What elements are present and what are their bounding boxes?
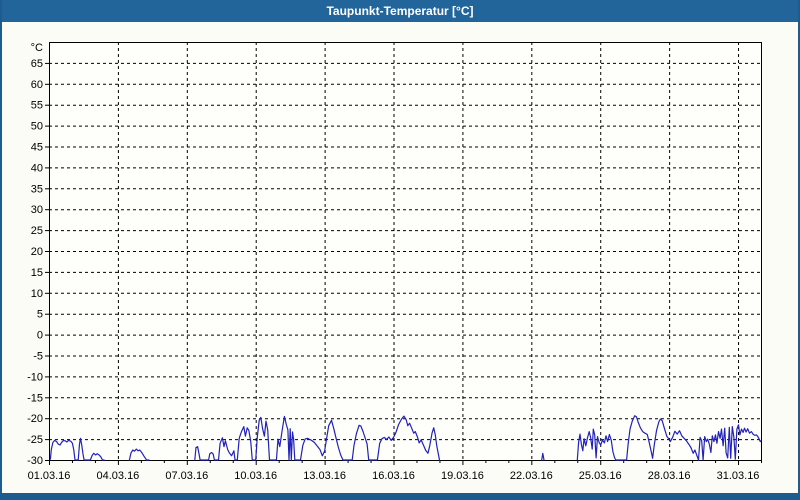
svg-text:-10: -10 xyxy=(27,371,43,383)
svg-text:35: 35 xyxy=(31,183,43,195)
svg-text:-20: -20 xyxy=(27,413,43,425)
svg-text:30: 30 xyxy=(31,204,43,216)
svg-text:40: 40 xyxy=(31,162,43,174)
svg-text:45: 45 xyxy=(31,142,43,154)
svg-text:28.03.16: 28.03.16 xyxy=(648,470,691,482)
svg-text:10: 10 xyxy=(31,288,43,300)
svg-text:16.03.16: 16.03.16 xyxy=(372,470,415,482)
svg-text:10.03.16: 10.03.16 xyxy=(234,470,277,482)
svg-text:25: 25 xyxy=(31,225,43,237)
svg-text:-25: -25 xyxy=(27,434,43,446)
svg-text:20: 20 xyxy=(31,246,43,258)
svg-text:50: 50 xyxy=(31,121,43,133)
svg-text:-30: -30 xyxy=(27,455,43,467)
x-axis-labels: 01.03.16 04.03.16 07.03.16 10.03.16 13.03.16… xyxy=(28,470,760,482)
title-bar: Taupunkt-Temperatur [°C] xyxy=(2,0,798,22)
svg-text:22.03.16: 22.03.16 xyxy=(510,470,553,482)
svg-text:31.03.16: 31.03.16 xyxy=(717,470,760,482)
svg-text:0: 0 xyxy=(37,330,43,342)
svg-text:5: 5 xyxy=(37,309,43,321)
svg-text:15: 15 xyxy=(31,267,43,279)
svg-text:01.03.16: 01.03.16 xyxy=(28,470,71,482)
gridlines xyxy=(49,42,761,460)
svg-text:60: 60 xyxy=(31,79,43,91)
svg-text:07.03.16: 07.03.16 xyxy=(165,470,208,482)
window-bottom-border xyxy=(2,493,798,500)
svg-text:-15: -15 xyxy=(27,392,43,404)
svg-text:65: 65 xyxy=(31,58,43,70)
series-line xyxy=(49,415,762,461)
svg-text:04.03.16: 04.03.16 xyxy=(96,470,139,482)
y-axis-unit-label: °C xyxy=(31,42,43,54)
y-axis-labels: 65605550454035302520151050-5-10-15-20-25… xyxy=(27,42,43,467)
svg-text:13.03.16: 13.03.16 xyxy=(303,470,346,482)
svg-text:19.03.16: 19.03.16 xyxy=(441,470,484,482)
svg-text:55: 55 xyxy=(31,100,43,112)
window-title: Taupunkt-Temperatur [°C] xyxy=(326,4,474,18)
svg-text:-5: -5 xyxy=(33,351,43,363)
axis-frame xyxy=(49,42,762,461)
svg-text:25.03.16: 25.03.16 xyxy=(579,470,622,482)
axis-ticks xyxy=(45,62,762,465)
